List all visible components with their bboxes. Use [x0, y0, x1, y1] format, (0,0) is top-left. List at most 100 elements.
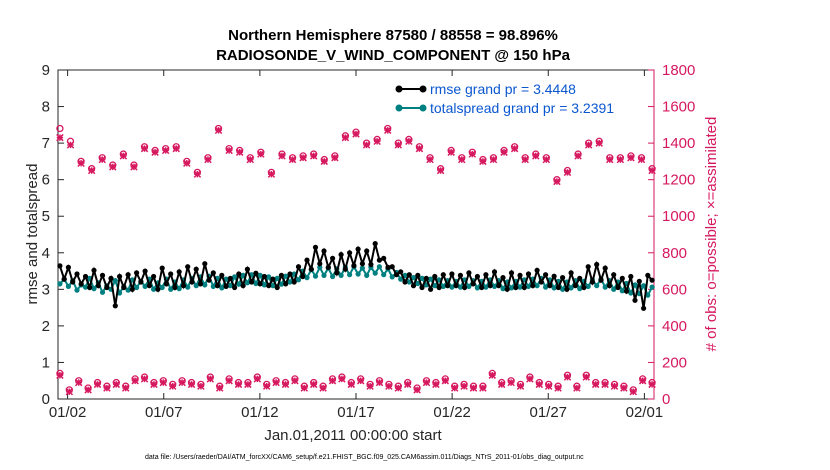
obs-assimilated-point — [469, 384, 478, 392]
obs-assimilated-point — [257, 150, 265, 158]
rmse-point — [479, 284, 485, 291]
rmse-point — [65, 264, 71, 270]
totalspread-point — [376, 264, 382, 270]
obs-assimilated-point — [119, 152, 128, 160]
totalspread-point — [227, 283, 233, 289]
rmse-point — [330, 255, 336, 261]
obs-assimilated-point — [281, 380, 290, 389]
rmse-point — [227, 275, 233, 281]
totalspread-point — [611, 286, 617, 292]
rmse-point — [253, 270, 259, 276]
obs-assimilated-point — [526, 375, 534, 383]
y-left-tick-label: 4 — [42, 245, 50, 262]
rmse-point — [283, 281, 289, 287]
chart-title-line2: RADIOSONDE_V_WIND_COMPONENT @ 150 hPa — [216, 47, 571, 64]
totalspread-point — [295, 277, 302, 283]
rmse-point — [525, 271, 532, 277]
y-axis-left-label: rmse and totalspread — [24, 164, 41, 305]
obs-assimilated-point — [150, 380, 158, 389]
rmse-point — [334, 270, 340, 276]
y-left-tick-label: 6 — [42, 172, 50, 189]
obs-assimilated-point — [488, 371, 497, 379]
rmse-point — [547, 283, 553, 289]
rmse-point — [581, 284, 587, 291]
totalspread-point — [649, 284, 655, 290]
x-tick-label: 01/27 — [529, 404, 567, 421]
rmse-point — [295, 264, 302, 270]
rmse-point — [585, 264, 591, 270]
y-left-tick-label: 7 — [42, 135, 50, 152]
totalspread-point — [500, 286, 506, 292]
totalspread-point — [632, 282, 638, 288]
rmse-point — [278, 272, 284, 278]
rmse-point — [172, 284, 178, 291]
totalspread-point — [142, 283, 148, 289]
totalspread-point — [236, 281, 242, 287]
totalspread-point — [240, 272, 246, 278]
totalspread-point — [219, 285, 225, 291]
obs-assimilated-point — [352, 130, 360, 138]
rmse-point — [163, 281, 169, 287]
totalspread-point — [619, 288, 625, 294]
rmse-point — [462, 284, 468, 291]
x-tick-label: 01/17 — [337, 404, 375, 421]
rmse-point — [398, 269, 404, 275]
obs-assimilated-point — [178, 378, 186, 387]
rmse-point — [125, 272, 131, 278]
rmse-point — [611, 272, 617, 278]
x-tick-label: 01/12 — [241, 404, 279, 421]
obs-assimilated-point — [168, 382, 177, 390]
y-left-tick-label: 1 — [42, 354, 50, 371]
totalspread-point — [232, 274, 238, 280]
data-file-footnote: data file: /Users/raeder/DAI/ATM_forcXX/… — [145, 454, 584, 461]
obs-assimilated-point — [244, 380, 252, 389]
legend-rmse-label: rmse grand pr = 3.4448 — [430, 81, 576, 97]
totalspread-point — [483, 284, 489, 290]
obs-assimilated-point — [573, 384, 581, 392]
obs-assimilated-point — [648, 380, 656, 389]
rmse-point — [551, 273, 557, 279]
obs-assimilated-point — [206, 375, 215, 383]
obs-assimilated-point — [87, 166, 96, 175]
rmse-point — [57, 263, 63, 269]
totalspread-point — [641, 283, 647, 289]
obs-assimilated-point — [521, 155, 529, 164]
rmse-point — [78, 281, 84, 287]
rmse-point — [376, 257, 382, 263]
rmse-point — [598, 277, 604, 283]
rmse-point — [321, 248, 327, 254]
obs-assimilated-point — [432, 380, 440, 389]
obs-assimilated-point — [460, 382, 468, 390]
totalspread-point — [210, 283, 216, 289]
obs-assimilated-point — [331, 154, 339, 162]
obs-assimilated-point — [291, 376, 299, 385]
totalspread-point — [99, 289, 106, 295]
obs-assimilated-point — [151, 148, 159, 156]
totalspread-point — [364, 272, 370, 278]
obs-assimilated-point — [458, 155, 466, 164]
obs-assimilated-point — [507, 378, 515, 387]
obs-assimilated-point — [74, 378, 83, 387]
totalspread-point — [508, 285, 515, 291]
rmse-point — [368, 261, 374, 268]
y-left-tick-label: 3 — [42, 281, 50, 298]
totalspread-point — [82, 284, 89, 290]
obs-assimilated-point — [606, 155, 614, 164]
legend: rmse grand pr = 3.4448 totalspread grand… — [395, 81, 614, 116]
rmse-point — [82, 273, 89, 280]
rmse-point — [410, 283, 417, 289]
rmse-point — [176, 269, 182, 275]
obs-assimilated-point — [225, 376, 233, 385]
rmse-point — [385, 264, 391, 270]
totalspread-point — [261, 282, 267, 288]
totalspread-point — [312, 273, 319, 279]
obs-assimilated-point — [385, 382, 393, 390]
obs-possible-point — [56, 124, 64, 133]
totalspread-point — [304, 275, 310, 281]
rmse-point — [87, 284, 93, 291]
y-right-tick-label: 400 — [662, 318, 687, 335]
y-right-tick-label: 1000 — [662, 208, 695, 225]
totalspread-point — [321, 272, 327, 278]
rmse-point — [185, 264, 191, 270]
rmse-point — [636, 278, 642, 284]
